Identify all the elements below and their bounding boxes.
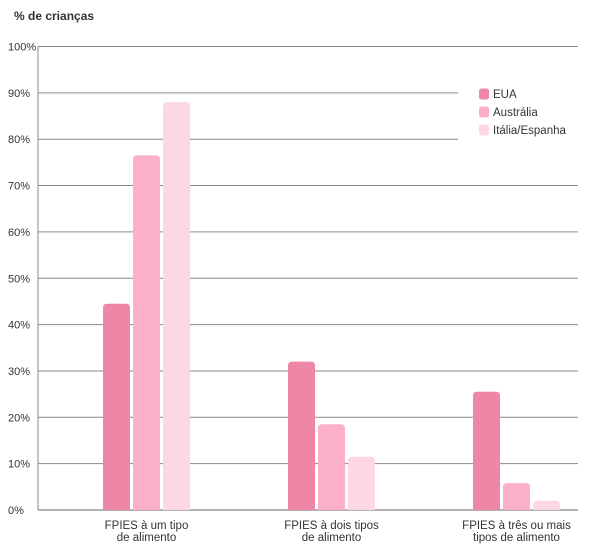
category-label: FPIES à três ou mais [462,520,571,532]
bar-austr-lia-1 [318,424,345,510]
legend-label: Austrália [493,107,538,119]
y-tick-label: 100% [8,42,36,54]
bar-eua-1 [288,361,315,510]
category-label: de alimento [117,532,176,544]
y-tick-label: 60% [8,227,30,239]
bar-austr-lia-2 [503,483,530,510]
legend-label: Itália/Espanha [493,125,566,137]
y-tick-label: 50% [8,273,30,285]
legend-swatch [479,124,489,136]
y-tick-label: 70% [8,181,30,193]
bar-it-lia-espanha-0 [163,102,190,511]
y-tick-label: 0% [8,505,24,517]
y-tick-label: 20% [8,412,30,424]
y-axis-ticks: 0% 10% 20% 30% 40% 50% 60% 70% 80% 90% 100% [8,42,36,518]
bar-it-lia-espanha-1 [348,456,375,510]
legend-swatch [479,106,489,118]
legend-swatch [479,88,489,100]
y-tick-label: 40% [8,320,30,332]
bar-eua-0 [103,303,130,510]
bar-austr-lia-0 [133,155,160,511]
category-label: FPIES à dois tipos [284,520,379,532]
y-axis-title: % de crianças [14,9,94,23]
category-label: FPIES à um tipo [105,520,189,532]
y-tick-label: 10% [8,459,30,471]
bar-eua-2 [473,391,500,510]
y-tick-label: 90% [8,88,30,100]
legend: EUA Austrália Itália/Espanha [458,80,580,140]
legend-background [458,80,580,140]
y-tick-label: 80% [8,134,30,146]
legend-label: EUA [493,89,517,101]
category-label: de alimento [302,532,361,544]
bars [103,102,560,511]
category-label: tipos de alimento [473,532,560,544]
bar-it-lia-espanha-2 [533,500,560,510]
y-tick-label: 30% [8,366,30,378]
